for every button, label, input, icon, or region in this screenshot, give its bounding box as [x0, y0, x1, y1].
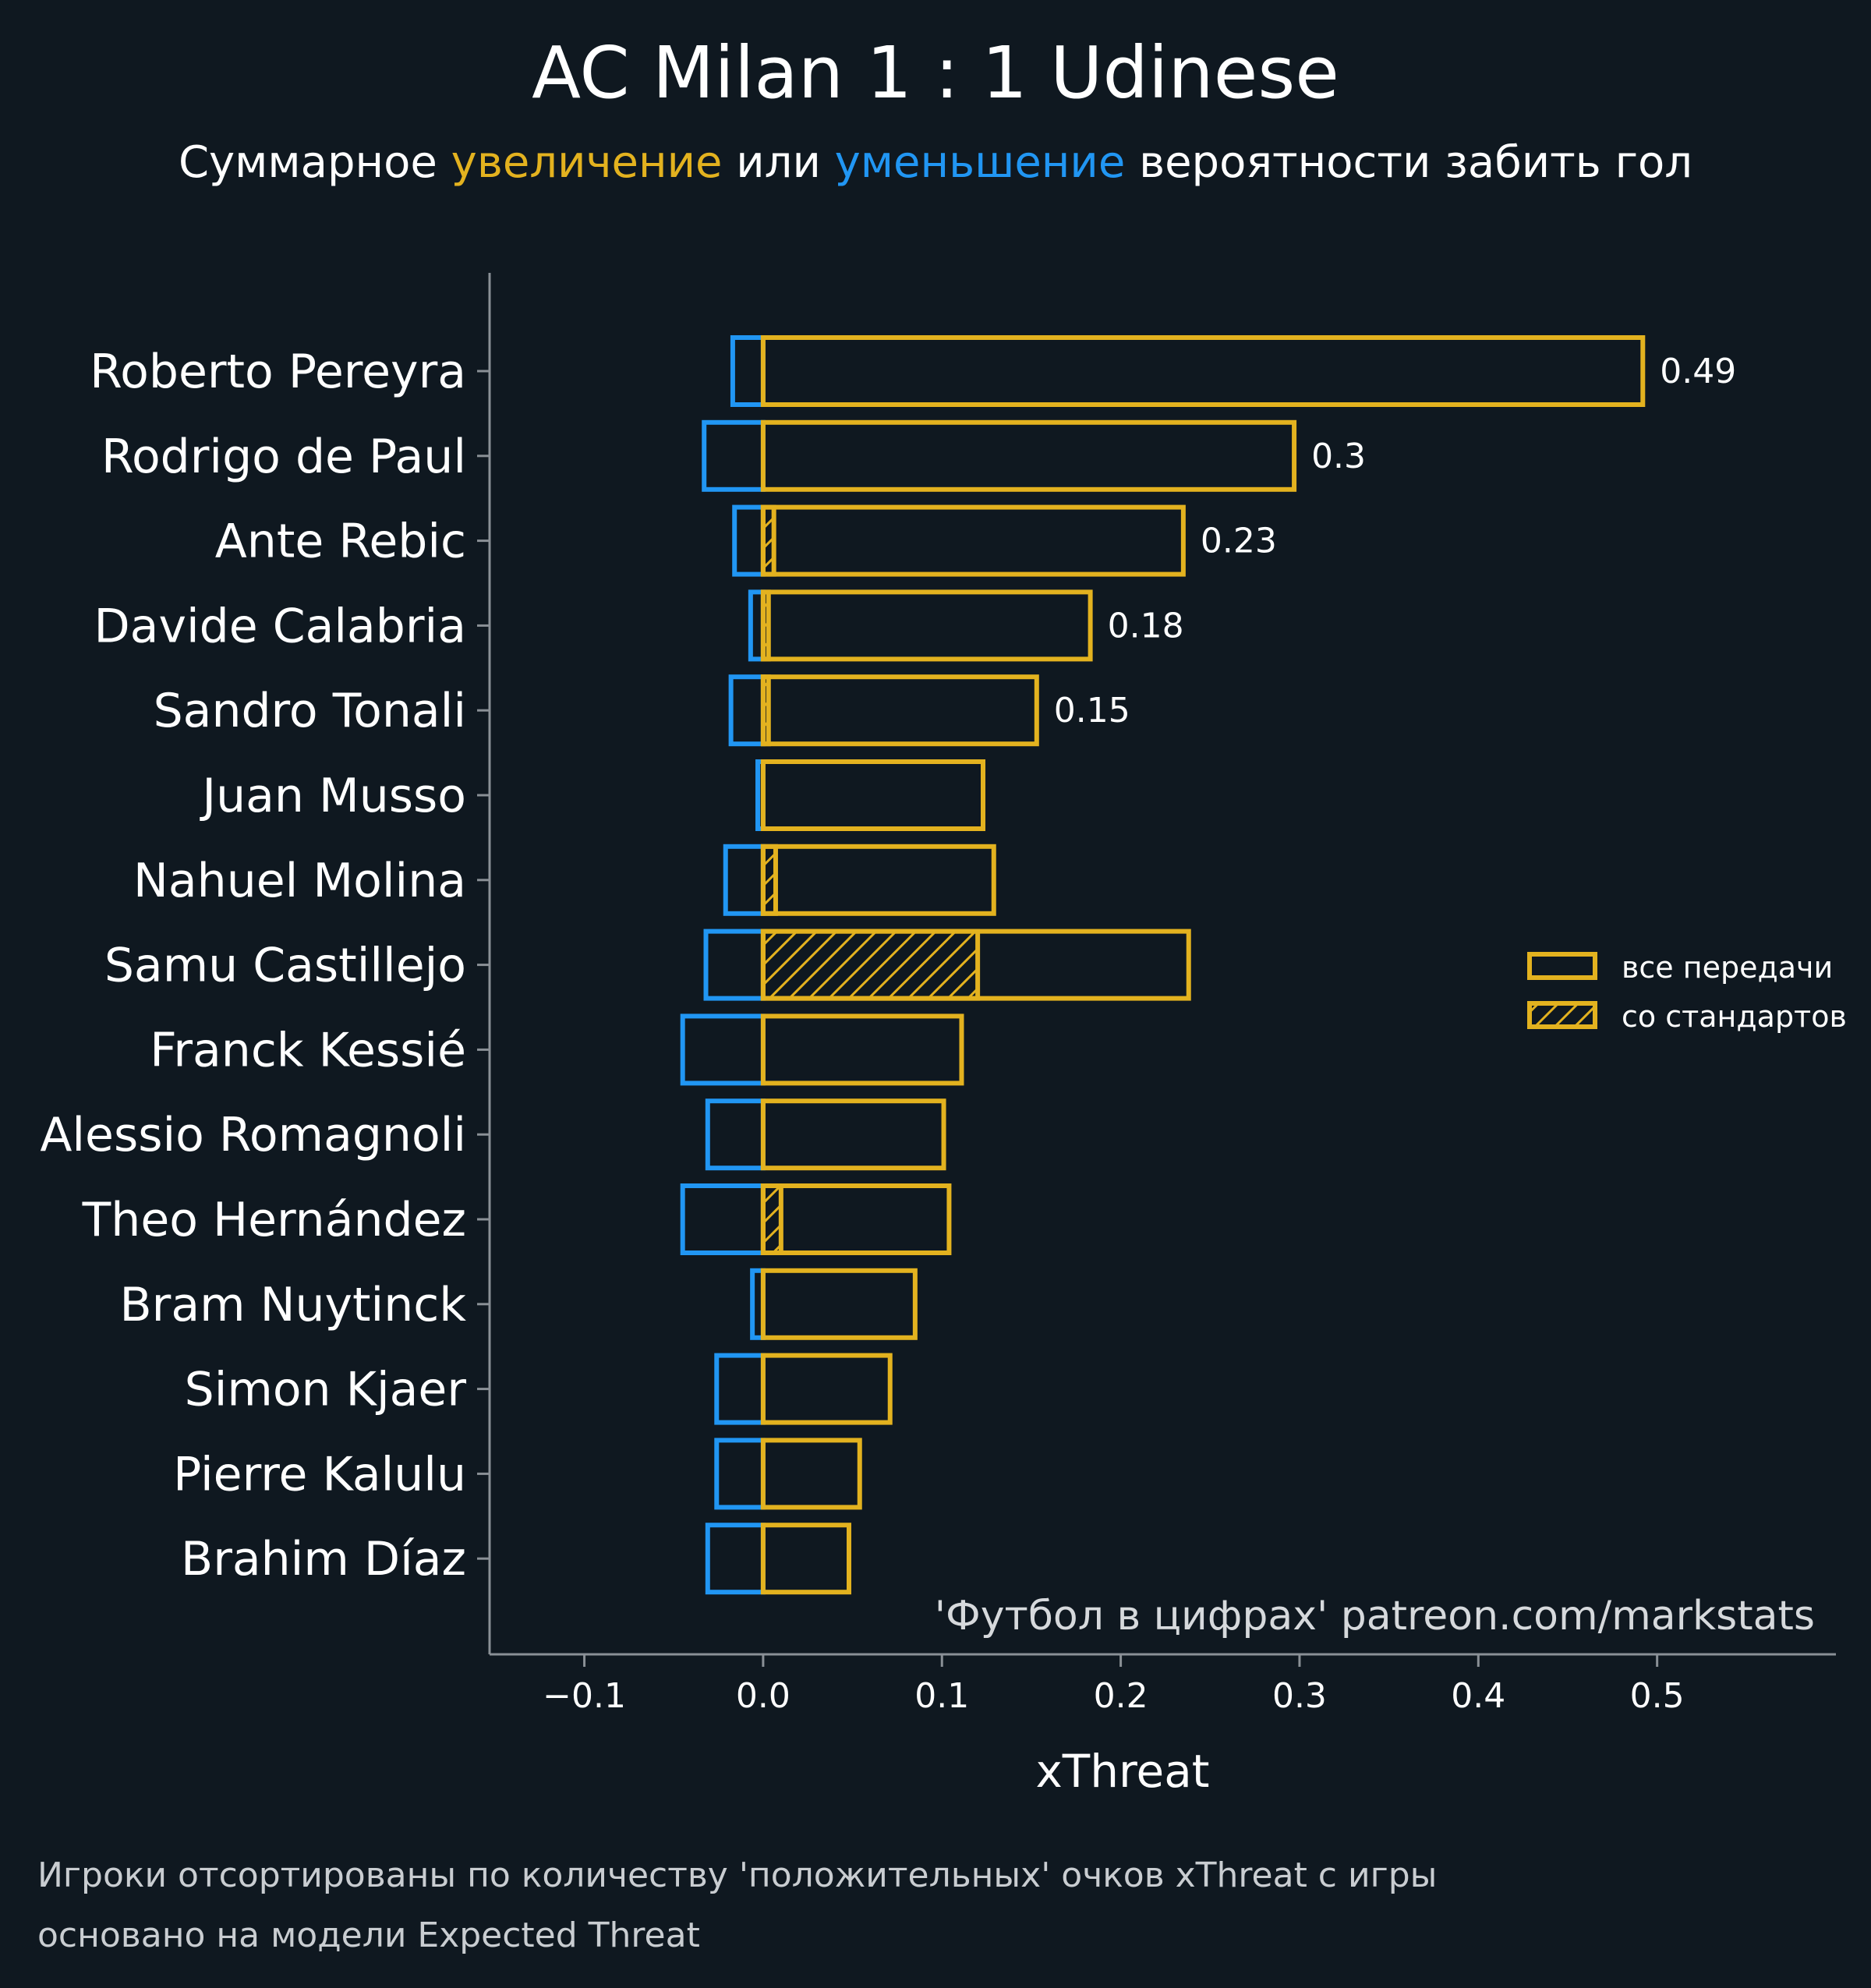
- bar-positive-pierre-kalulu: [760, 1438, 862, 1510]
- bar-positive-nahuel-molina: [760, 844, 996, 916]
- value-label-rodrigo-de-paul: 0.3: [1311, 437, 1366, 476]
- x-tick-label-2: 0.1: [914, 1676, 969, 1716]
- x-tick-label-3: 0.2: [1094, 1676, 1148, 1716]
- category-label-sandro-tonali: Sandro Tonali: [154, 684, 466, 738]
- bars-layer: 0.49 0.3 0.23 0.18 0.15: [680, 335, 1736, 1595]
- legend-label-set-pieces: со стандартов: [1622, 999, 1847, 1034]
- x-axis-title: xThreat: [1035, 1745, 1209, 1798]
- footnote-line-1: Игроки отсортированы по количеству 'поло…: [37, 1855, 1437, 1895]
- bar-positive-samu-castillejo: [760, 929, 1191, 1001]
- subtitle-suffix: вероятности забить гол: [1125, 137, 1692, 188]
- bar-positive-rodrigo-de-paul: [760, 419, 1297, 492]
- category-label-simon-kjaer: Simon Kjaer: [185, 1363, 467, 1417]
- category-label-franck-kessie: Franck Kessié: [150, 1023, 466, 1077]
- x-ticks: −0.1 0.0 0.1 0.2 0.3 0.4 0.5: [543, 1654, 1685, 1716]
- bar-positive-bram-nuytinck: [760, 1268, 918, 1340]
- category-label-roberto-pereyra: Roberto Pereyra: [90, 345, 466, 399]
- value-label-sandro-tonali: 0.15: [1054, 691, 1130, 730]
- category-label-theo-hernandez: Theo Hernández: [82, 1193, 466, 1247]
- legend: все передачи со стандартов: [1527, 950, 1847, 1034]
- watermark: 'Футбол в цифрах' patreon.com/markstats: [935, 1593, 1815, 1640]
- bar-set-pieces-theo-hernandez: [760, 1183, 783, 1255]
- category-label-ante-rebic: Ante Rebic: [215, 515, 466, 569]
- legend-swatch-all-passes: [1527, 952, 1597, 980]
- bar-positive-theo-hernandez: [760, 1183, 952, 1255]
- x-tick-label-6: 0.5: [1630, 1676, 1685, 1716]
- category-label-alessio-romagnoli: Alessio Romagnoli: [40, 1108, 466, 1162]
- bar-positive-ante-rebic: [760, 504, 1186, 577]
- bar-positive-franck-kessie: [760, 1013, 964, 1086]
- bar-positive-davide-calabria: [760, 589, 1093, 662]
- category-label-rodrigo-de-paul: Rodrigo de Paul: [101, 430, 466, 484]
- x-tick-label-4: 0.3: [1272, 1676, 1327, 1716]
- category-label-bram-nuytinck: Bram Nuytinck: [120, 1278, 467, 1332]
- footnote-line-2: основано на модели Expected Threat: [37, 1915, 700, 1955]
- x-tick-label-1: 0.0: [736, 1676, 790, 1716]
- category-label-brahim-diaz: Brahim Díaz: [181, 1532, 466, 1587]
- bar-positive-sandro-tonali: [760, 674, 1039, 747]
- category-label-nahuel-molina: Nahuel Molina: [133, 854, 466, 908]
- x-tick-label-5: 0.4: [1451, 1676, 1505, 1716]
- category-label-samu-castillejo: Samu Castillejo: [104, 939, 466, 993]
- subtitle-positive-word: увеличение: [451, 137, 723, 188]
- bar-positive-simon-kjaer: [760, 1353, 893, 1425]
- legend-swatch-set-pieces: [1527, 1001, 1597, 1029]
- bar-positive-juan-musso: [760, 759, 986, 831]
- category-label-juan-musso: Juan Musso: [199, 769, 466, 823]
- bar-positive-brahim-diaz: [760, 1523, 851, 1595]
- value-label-roberto-pereyra: 0.49: [1660, 352, 1736, 391]
- chart-subtitle: Суммарное увеличение или уменьшение веро…: [179, 137, 1692, 188]
- x-tick-label-0: −0.1: [543, 1676, 626, 1716]
- bar-set-pieces-samu-castillejo: [760, 929, 981, 1001]
- category-label-davide-calabria: Davide Calabria: [94, 599, 466, 653]
- category-label-pierre-kalulu: Pierre Kalulu: [173, 1447, 466, 1502]
- bar-positive-roberto-pereyra: [760, 335, 1646, 407]
- category-labels: Roberto Pereyra Rodrigo de Paul Ante Rebic…: [40, 345, 490, 1587]
- bar-positive-alessio-romagnoli: [760, 1098, 946, 1171]
- value-label-ante-rebic: 0.23: [1201, 522, 1277, 561]
- legend-label-all-passes: все передачи: [1622, 950, 1833, 985]
- chart-title: AC Milan 1 : 1 Udinese: [532, 31, 1339, 115]
- subtitle-middle: или: [722, 137, 834, 188]
- subtitle-negative-word: уменьшение: [835, 137, 1126, 188]
- value-label-davide-calabria: 0.18: [1108, 606, 1184, 646]
- subtitle-prefix: Суммарное: [179, 137, 451, 188]
